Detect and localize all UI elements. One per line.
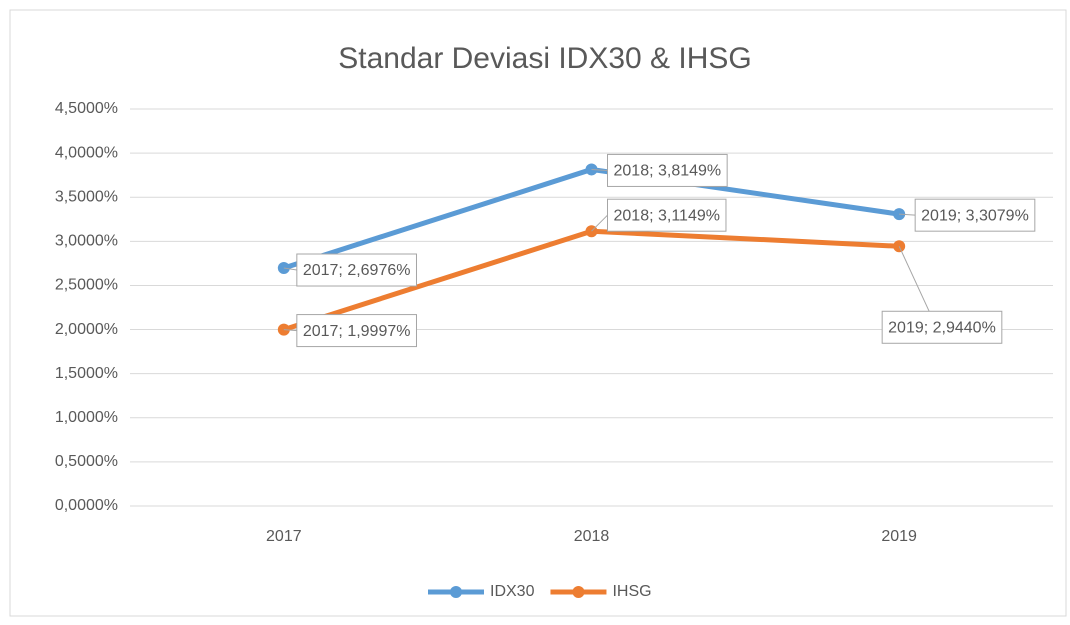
x-tick-label: 2017 xyxy=(266,528,302,545)
data-label-box xyxy=(296,253,417,287)
legend-label: IDX30 xyxy=(490,583,535,600)
y-tick-label: 1,5000% xyxy=(55,365,118,382)
y-tick-label: 1,0000% xyxy=(55,409,118,426)
legend-label: IHSG xyxy=(612,583,651,600)
data-label: 2017; 1,9997% xyxy=(303,323,411,340)
label-leader xyxy=(899,213,916,216)
y-tick-label: 2,0000% xyxy=(55,321,118,338)
y-tick-label: 0,5000% xyxy=(55,453,118,470)
label-leader xyxy=(283,267,297,271)
data-label: 2017; 2,6976% xyxy=(303,262,411,279)
y-tick-label: 4,5000% xyxy=(55,100,118,117)
label-leader xyxy=(591,214,608,232)
label-leader xyxy=(283,329,297,332)
y-tick-label: 3,0000% xyxy=(55,233,118,250)
label-leader xyxy=(591,168,608,171)
data-label: 2019; 2,9440% xyxy=(888,319,996,336)
x-tick-label: 2018 xyxy=(574,528,610,545)
data-label: 2018; 3,1149% xyxy=(614,207,720,224)
y-tick-label: 3,5000% xyxy=(55,188,118,205)
y-tick-label: 2,5000% xyxy=(55,277,118,294)
legend-marker xyxy=(450,586,462,598)
x-tick-label: 2019 xyxy=(881,528,917,545)
y-tick-label: 0,0000% xyxy=(55,497,118,514)
data-label-box xyxy=(881,310,1003,344)
data-label: 2018; 3,8149% xyxy=(614,163,722,180)
data-label-box xyxy=(607,198,727,232)
label-leader xyxy=(898,246,930,312)
data-label-box xyxy=(607,153,728,187)
legend-marker xyxy=(572,586,585,598)
y-tick-label: 4,0000% xyxy=(55,144,118,161)
data-label-box xyxy=(296,314,417,348)
data-label: 2019; 3,3079% xyxy=(921,207,1029,224)
chart-title: Standar Deviasi IDX30 & IHSG xyxy=(338,42,752,75)
data-label-box xyxy=(914,198,1036,232)
